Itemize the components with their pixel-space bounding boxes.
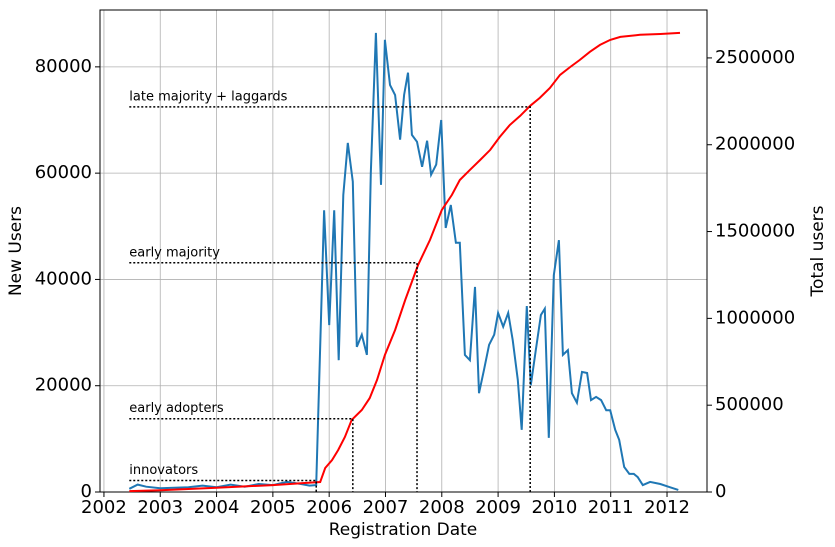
x-tick-label: 2004 (194, 497, 240, 518)
y2-tick-label: 2000000 (715, 134, 795, 155)
y2-axis-label: Total users (808, 205, 828, 297)
y2-tick-label: 1000000 (715, 307, 795, 328)
line-series (128, 32, 679, 491)
y-tick-label: 60000 (35, 162, 92, 183)
y-axis-label: New Users (6, 206, 26, 296)
annotation-line (129, 417, 354, 492)
annotation-line (129, 262, 418, 492)
annotation-label: early majority (129, 245, 220, 260)
x-tick-label: 2002 (81, 497, 127, 518)
y2-tick-label: 1500000 (715, 221, 795, 242)
x-tick-label: 2009 (475, 497, 521, 518)
x-tick-label: 2008 (419, 497, 465, 518)
annotation-label: innovators (129, 463, 198, 478)
x-tick-label: 2006 (306, 497, 352, 518)
annotation-line (129, 106, 531, 492)
annotation-label: late majority + laggards (129, 89, 287, 104)
y-tick-label: 0 (81, 481, 92, 502)
y-tick-label: 20000 (35, 375, 92, 396)
x-tick-label: 2011 (588, 497, 634, 518)
y-tick-label: 80000 (35, 56, 92, 77)
y2-tick-label: 0 (715, 481, 726, 502)
x-tick-label: 2007 (363, 497, 409, 518)
x-tick-label: 2010 (531, 497, 577, 518)
plot-frame (99, 9, 708, 493)
annotation-label: early adopters (129, 401, 224, 416)
x-axis-label: Registration Date (329, 520, 478, 540)
x-tick-label: 2012 (644, 497, 690, 518)
y-tick-label: 40000 (35, 268, 92, 289)
x-tick-label: 2003 (137, 497, 183, 518)
y2-tick-label: 2500000 (715, 47, 795, 68)
x-tick-label: 2005 (250, 497, 296, 518)
y2-tick-label: 500000 (715, 394, 784, 415)
line-series (129, 31, 681, 493)
